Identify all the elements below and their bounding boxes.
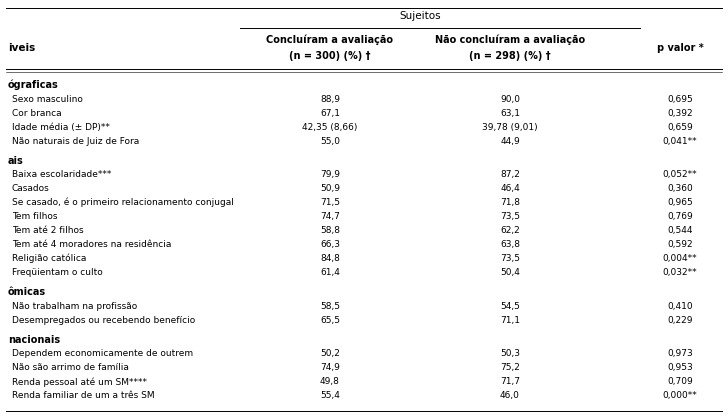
Text: nacionais: nacionais (8, 335, 60, 345)
Text: 0,410: 0,410 (667, 302, 693, 311)
Text: Sexo masculino: Sexo masculino (12, 94, 83, 104)
Text: Religião católica: Religião católica (12, 254, 87, 263)
Text: p valor *: p valor * (657, 43, 703, 53)
Text: 71,7: 71,7 (500, 377, 520, 386)
Text: 55,0: 55,0 (320, 136, 340, 146)
Text: 71,8: 71,8 (500, 198, 520, 207)
Text: 0,032**: 0,032** (662, 268, 697, 277)
Text: 50,3: 50,3 (500, 349, 520, 359)
Text: 50,9: 50,9 (320, 184, 340, 193)
Text: ômicas: ômicas (8, 287, 46, 297)
Text: 79,9: 79,9 (320, 170, 340, 179)
Text: 75,2: 75,2 (500, 364, 520, 372)
Text: 0,052**: 0,052** (662, 170, 697, 179)
Text: 50,4: 50,4 (500, 268, 520, 277)
Text: Renda familiar de um a três SM: Renda familiar de um a três SM (12, 391, 154, 401)
Text: 87,2: 87,2 (500, 170, 520, 179)
Text: 90,0: 90,0 (500, 94, 520, 104)
Text: 61,4: 61,4 (320, 268, 340, 277)
Text: iveis: iveis (8, 43, 35, 53)
Text: 71,1: 71,1 (500, 316, 520, 325)
Text: Idade média (± DP)**: Idade média (± DP)** (12, 123, 110, 131)
Text: 39,78 (9,01): 39,78 (9,01) (482, 123, 538, 131)
Text: Tem até 4 moradores na residência: Tem até 4 moradores na residência (12, 240, 171, 249)
Text: Renda pessoal até um SM****: Renda pessoal até um SM**** (12, 377, 147, 387)
Text: Concluíram a avaliação: Concluíram a avaliação (266, 35, 394, 45)
Text: 0,592: 0,592 (667, 240, 693, 249)
Text: 0,004**: 0,004** (662, 254, 697, 263)
Text: 74,9: 74,9 (320, 364, 340, 372)
Text: 0,000**: 0,000** (662, 391, 697, 401)
Text: 54,5: 54,5 (500, 302, 520, 311)
Text: 88,9: 88,9 (320, 94, 340, 104)
Text: 66,3: 66,3 (320, 240, 340, 249)
Text: 50,2: 50,2 (320, 349, 340, 359)
Text: 67,1: 67,1 (320, 109, 340, 117)
Text: 84,8: 84,8 (320, 254, 340, 263)
Text: 0,973: 0,973 (667, 349, 693, 359)
Text: 46,4: 46,4 (500, 184, 520, 193)
Text: 49,8: 49,8 (320, 377, 340, 386)
Text: 0,041**: 0,041** (662, 136, 697, 146)
Text: Sujeitos: Sujeitos (399, 11, 441, 21)
Text: Desempregados ou recebendo benefício: Desempregados ou recebendo benefício (12, 316, 195, 325)
Text: Não concluíram a avaliação: Não concluíram a avaliação (435, 35, 585, 45)
Text: 0,709: 0,709 (667, 377, 693, 386)
Text: 65,5: 65,5 (320, 316, 340, 325)
Text: 44,9: 44,9 (500, 136, 520, 146)
Text: 0,392: 0,392 (667, 109, 693, 117)
Text: Dependem economicamente de outrem: Dependem economicamente de outrem (12, 349, 193, 359)
Text: ais: ais (8, 156, 24, 166)
Text: Não são arrimo de família: Não são arrimo de família (12, 364, 129, 372)
Text: Não naturais de Juiz de Fora: Não naturais de Juiz de Fora (12, 136, 139, 146)
Text: 0,360: 0,360 (667, 184, 693, 193)
Text: Tem até 2 filhos: Tem até 2 filhos (12, 226, 84, 235)
Text: 0,953: 0,953 (667, 364, 693, 372)
Text: 0,229: 0,229 (668, 316, 693, 325)
Text: 73,5: 73,5 (500, 212, 520, 221)
Text: (n = 298) (%) †: (n = 298) (%) † (469, 51, 551, 61)
Text: 42,35 (8,66): 42,35 (8,66) (302, 123, 357, 131)
Text: 73,5: 73,5 (500, 254, 520, 263)
Text: 71,5: 71,5 (320, 198, 340, 207)
Text: 74,7: 74,7 (320, 212, 340, 221)
Text: ógraficas: ógraficas (8, 80, 59, 90)
Text: 0,695: 0,695 (667, 94, 693, 104)
Text: Tem filhos: Tem filhos (12, 212, 58, 221)
Text: Se casado, é o primeiro relacionamento conjugal: Se casado, é o primeiro relacionamento c… (12, 198, 234, 208)
Text: 58,8: 58,8 (320, 226, 340, 235)
Text: Casados: Casados (12, 184, 50, 193)
Text: 0,769: 0,769 (667, 212, 693, 221)
Text: 0,659: 0,659 (667, 123, 693, 131)
Text: 0,965: 0,965 (667, 198, 693, 207)
Text: 46,0: 46,0 (500, 391, 520, 401)
Text: Cor branca: Cor branca (12, 109, 62, 117)
Text: Não trabalham na profissão: Não trabalham na profissão (12, 302, 138, 311)
Text: 55,4: 55,4 (320, 391, 340, 401)
Text: (n = 300) (%) †: (n = 300) (%) † (289, 51, 371, 61)
Text: Freqüientam o culto: Freqüientam o culto (12, 268, 103, 277)
Text: Baixa escolaridade***: Baixa escolaridade*** (12, 170, 111, 179)
Text: 63,8: 63,8 (500, 240, 520, 249)
Text: 0,544: 0,544 (668, 226, 693, 235)
Text: 62,2: 62,2 (500, 226, 520, 235)
Text: 63,1: 63,1 (500, 109, 520, 117)
Text: 58,5: 58,5 (320, 302, 340, 311)
